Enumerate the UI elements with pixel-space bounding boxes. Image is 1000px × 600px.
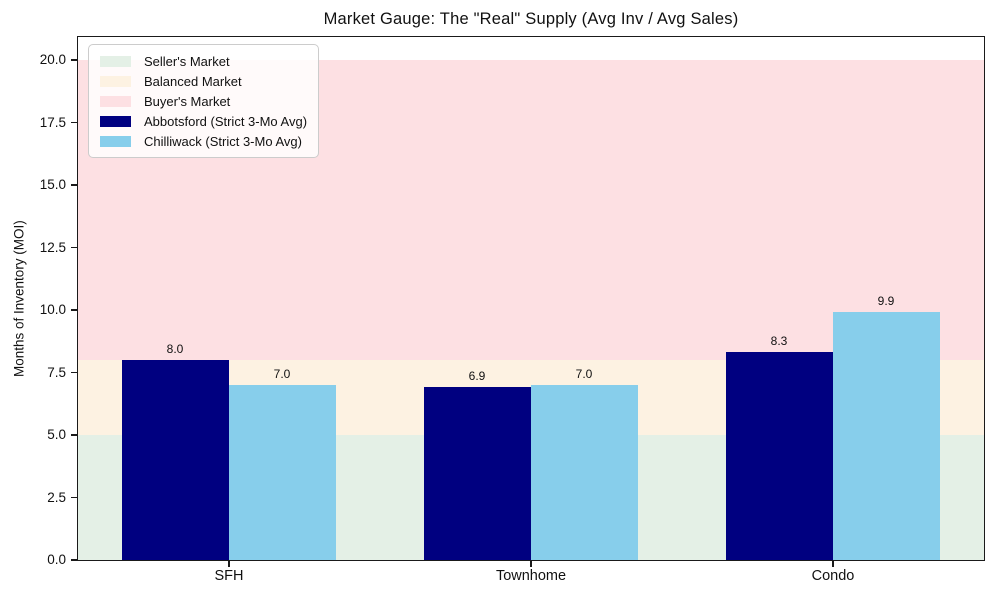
y-tick-mark: [71, 309, 77, 311]
x-tick-label-sfh: SFH: [214, 568, 244, 584]
bar-value-label-abbotsford-strict-3-mo-avg-townhome: 6.9: [468, 369, 486, 383]
y-tick-mark: [71, 559, 77, 561]
y-tick-mark: [71, 246, 77, 249]
bar-value-label-abbotsford-strict-3-mo-avg-sfh: 8.0: [166, 341, 184, 356]
y-tick-mark: [71, 59, 77, 61]
bar-chilliwack-strict-3-mo-avg-townhome: [530, 384, 638, 560]
y-tick-mark: [71, 496, 77, 499]
y-tick-label: 17.5: [39, 114, 66, 130]
y-tick-label: 5.0: [47, 427, 66, 442]
plot-area: 8.0 7.0 6.9 7.0 8.3 9.9: [76, 35, 985, 561]
legend-label-abbotsford-strict-3-mo-avg: Abbotsford (Strict 3-Mo Avg): [144, 113, 308, 129]
legend-item-buyer-s-market: Buyer's Market: [100, 93, 307, 109]
y-tick-label: 7.5: [47, 364, 66, 380]
x-tick-label-condo: Condo: [811, 568, 855, 584]
y-tick-label: 10.0: [39, 302, 66, 317]
chart-title: Market Gauge: The "Real" Supply (Avg Inv…: [323, 10, 739, 28]
y-tick-mark: [71, 184, 77, 186]
x-tick-mark: [530, 561, 532, 567]
bar-abbotsford-strict-3-mo-avg-townhome: [423, 387, 531, 560]
x-tick-mark: [228, 561, 230, 567]
y-tick-label: 15.0: [39, 177, 66, 192]
legend-label-balanced-market: Balanced Market: [144, 73, 242, 89]
legend-swatch-buyer-s-market: [100, 95, 131, 107]
bar-value-label-chilliwack-strict-3-mo-avg-condo: 9.9: [877, 294, 895, 308]
legend-swatch-balanced-market: [100, 75, 131, 87]
bar-abbotsford-strict-3-mo-avg-sfh: [121, 359, 229, 560]
legend-label-buyer-s-market: Buyer's Market: [144, 93, 231, 109]
legend-label-seller-s-market: Seller's Market: [144, 53, 230, 69]
y-tick-mark: [71, 434, 77, 436]
bar-chilliwack-strict-3-mo-avg-condo: [832, 312, 940, 560]
y-tick-label: 20.0: [39, 52, 66, 67]
legend: Seller's Market Balanced Market Buyer's Ma…: [88, 44, 320, 158]
bar-chilliwack-strict-3-mo-avg-sfh: [228, 384, 336, 560]
x-tick-mark: [832, 561, 834, 567]
bar-value-label-chilliwack-strict-3-mo-avg-townhome: 7.0: [575, 366, 593, 381]
y-tick-mark: [71, 121, 77, 124]
legend-item-seller-s-market: Seller's Market: [100, 53, 307, 69]
legend-item-chilliwack-strict-3-mo-avg: Chilliwack (Strict 3-Mo Avg): [100, 133, 307, 149]
legend-swatch-chilliwack-strict-3-mo-avg: [100, 135, 131, 147]
y-tick-mark: [71, 371, 77, 374]
legend-label-chilliwack-strict-3-mo-avg: Chilliwack (Strict 3-Mo Avg): [144, 133, 302, 149]
y-tick-label: 0.0: [47, 552, 66, 567]
legend-item-abbotsford-strict-3-mo-avg: Abbotsford (Strict 3-Mo Avg): [100, 113, 307, 129]
bar-value-label-chilliwack-strict-3-mo-avg-sfh: 7.0: [273, 366, 291, 381]
x-tick-label-townhome: Townhome: [495, 568, 567, 584]
bar-abbotsford-strict-3-mo-avg-condo: [725, 352, 833, 560]
y-tick-label: 2.5: [47, 489, 66, 505]
legend-item-balanced-market: Balanced Market: [100, 73, 307, 89]
bar-value-label-abbotsford-strict-3-mo-avg-condo: 8.3: [770, 334, 788, 348]
legend-swatch-abbotsford-strict-3-mo-avg: [100, 115, 131, 127]
y-tick-label: 12.5: [39, 239, 66, 255]
legend-swatch-seller-s-market: [100, 55, 131, 67]
